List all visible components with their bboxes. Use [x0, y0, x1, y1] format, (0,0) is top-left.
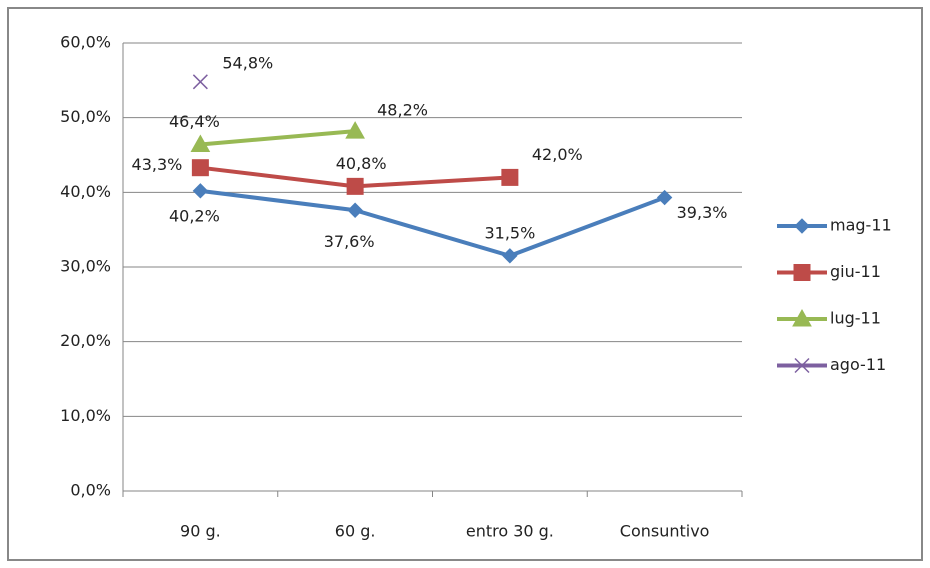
- marker: [792, 308, 812, 327]
- marker: [502, 248, 518, 264]
- chart-frame: [7, 7, 923, 561]
- data-label: 48,2%: [377, 101, 428, 120]
- marker: [347, 202, 363, 218]
- data-label: 43,3%: [132, 155, 183, 174]
- x-tick-label: Consuntivo: [620, 522, 710, 541]
- y-tick-label: 20,0%: [60, 331, 111, 350]
- marker: [192, 74, 208, 90]
- y-tick-label: 0,0%: [70, 481, 111, 500]
- legend-label: mag-11: [830, 216, 892, 235]
- data-label: 40,8%: [336, 154, 387, 173]
- data-label: 42,0%: [532, 145, 583, 164]
- series-line: [200, 188, 666, 258]
- data-label: 31,5%: [484, 223, 535, 242]
- marker: [345, 121, 365, 139]
- x-tick-label: 60 g.: [335, 522, 376, 541]
- y-tick-label: 40,0%: [60, 182, 111, 201]
- legend-label: lug-11: [830, 309, 881, 328]
- series-line: [200, 129, 356, 147]
- legend-label: giu-11: [830, 262, 881, 281]
- marker: [794, 357, 810, 374]
- marker: [501, 168, 519, 186]
- marker: [794, 218, 810, 234]
- marker: [192, 183, 209, 199]
- y-tick-label: 30,0%: [60, 257, 111, 276]
- data-label: 39,3%: [677, 203, 728, 222]
- data-label: 54,8%: [222, 53, 273, 72]
- x-tick-label: entro 30 g.: [466, 522, 554, 541]
- marker: [793, 264, 811, 281]
- data-label: 40,2%: [169, 206, 220, 225]
- x-tick-label: 90 g.: [180, 522, 221, 541]
- marker: [191, 159, 209, 177]
- y-tick-label: 50,0%: [60, 107, 111, 126]
- marker: [656, 189, 673, 206]
- y-tick-label: 10,0%: [60, 406, 111, 425]
- marker: [190, 134, 211, 153]
- legend-label: ago-11: [830, 355, 886, 374]
- data-label: 37,6%: [324, 232, 375, 251]
- marker: [346, 177, 364, 195]
- data-label: 46,4%: [169, 112, 220, 131]
- y-tick-label: 60,0%: [60, 33, 111, 52]
